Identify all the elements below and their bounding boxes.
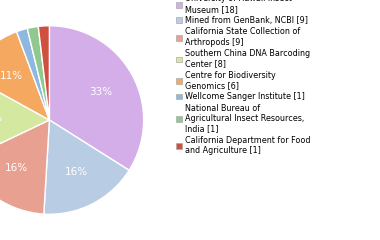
- Wedge shape: [0, 32, 49, 120]
- Legend: University of Hawaii Insect
Museum [18], Mined from GenBank, NCBI [9], Californi: University of Hawaii Insect Museum [18],…: [176, 0, 310, 155]
- Wedge shape: [0, 120, 49, 214]
- Wedge shape: [44, 120, 129, 214]
- Text: 33%: 33%: [89, 87, 112, 97]
- Text: 11%: 11%: [0, 71, 23, 81]
- Wedge shape: [49, 26, 144, 170]
- Wedge shape: [0, 74, 49, 161]
- Text: 15%: 15%: [0, 113, 3, 123]
- Wedge shape: [17, 28, 49, 120]
- Text: 16%: 16%: [5, 163, 28, 174]
- Wedge shape: [38, 26, 49, 120]
- Text: 16%: 16%: [65, 167, 88, 177]
- Wedge shape: [27, 26, 49, 120]
